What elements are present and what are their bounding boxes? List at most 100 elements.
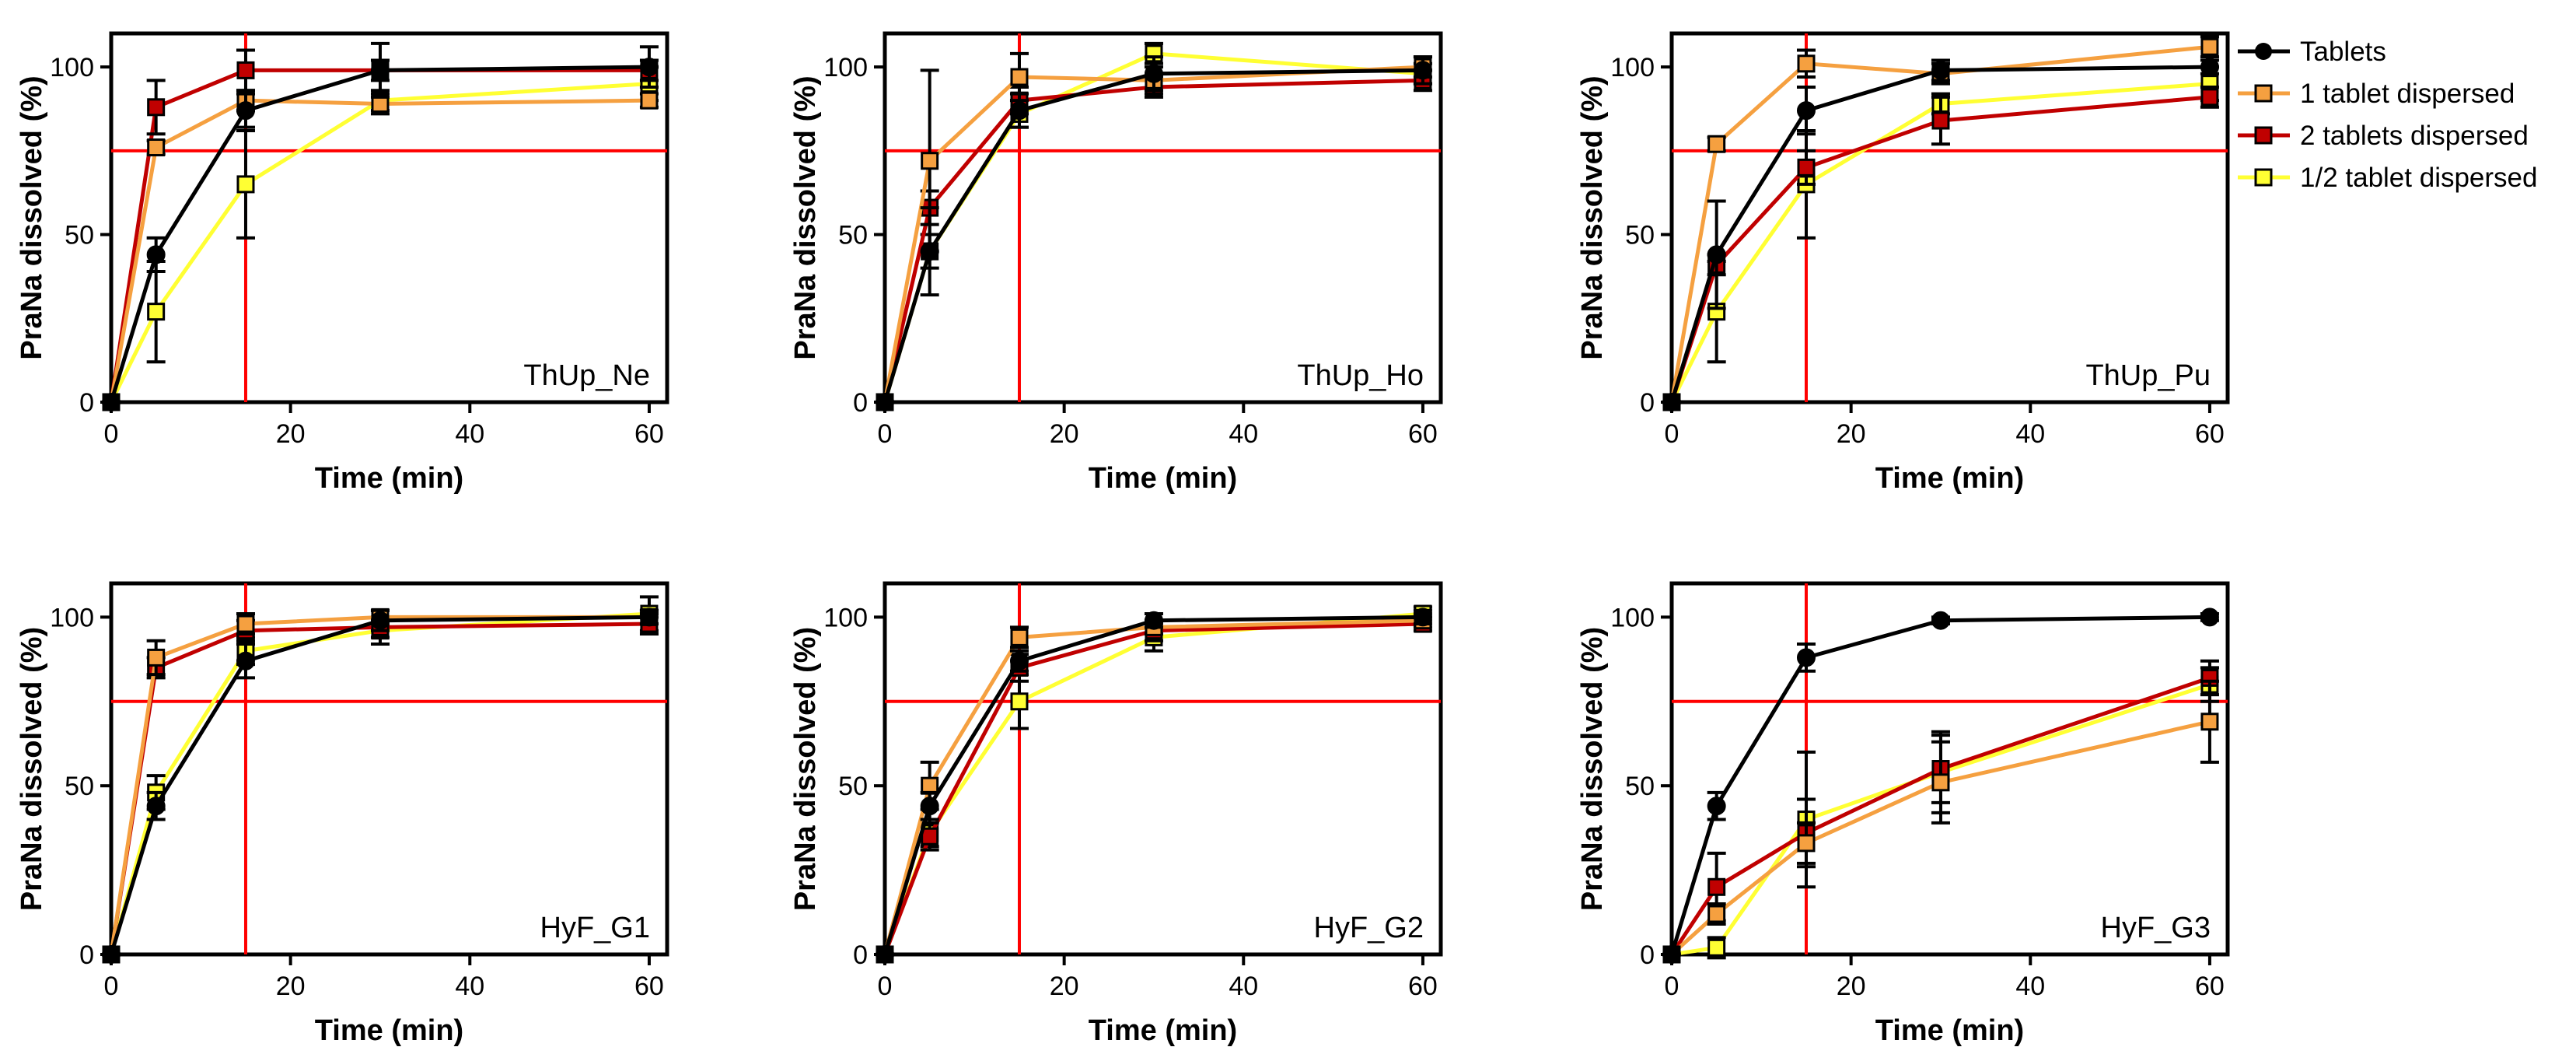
x-axis-label: Time (min) [1089, 462, 1237, 495]
chart-panel-thup-ne: 0 20 40 60 0 50 100 Time (min) PraNa dissolved (… [16, 31, 669, 495]
x-tick-label: 40 [2015, 972, 2045, 1001]
x-tick-label: 20 [1837, 419, 1866, 449]
x-tick-label: 0 [1665, 419, 1679, 449]
plot-frame [109, 581, 669, 957]
x-tick-label: 20 [276, 419, 306, 449]
series-line [109, 611, 650, 955]
x-axis-label: Time (min) [315, 1014, 463, 1047]
legend-marker [2254, 84, 2273, 103]
data-point [1144, 64, 1163, 83]
data-point [1797, 54, 1816, 73]
plot-frame [1669, 581, 2230, 957]
series-tablets [876, 608, 1432, 964]
x-tick-label: 0 [104, 419, 119, 449]
data-point [370, 61, 390, 80]
y-tick-label: 100 [1610, 53, 1655, 82]
y-tick-label: 100 [50, 53, 94, 82]
y-tick-label: 100 [1610, 603, 1655, 632]
data-point [1662, 393, 1681, 411]
panel-label: HyF_G1 [540, 912, 650, 944]
panel-label: HyF_G2 [1314, 912, 1424, 944]
data-point [102, 945, 121, 964]
legend-entry-tablets: Tablets [2238, 37, 2386, 67]
data-point [921, 827, 939, 846]
data-point [2200, 58, 2219, 77]
plot-frame [1669, 31, 2230, 404]
data-point [1796, 101, 1816, 121]
y-tick-label: 0 [79, 388, 94, 418]
data-point [236, 61, 255, 79]
series-1-tablet-dispersed [876, 51, 1432, 411]
y-axis-label: PraNa dissolved (%) [16, 627, 48, 911]
series-line [109, 98, 649, 403]
legend: Tablets 1 tablet dispersed 2 tablets dispe… [2238, 37, 2537, 193]
data-point [1797, 158, 1816, 177]
data-point [147, 138, 166, 157]
series-line [883, 65, 1424, 403]
data-point [146, 245, 166, 264]
data-point [1707, 877, 1726, 896]
series-1-2-tablet-dispersed [102, 595, 659, 964]
data-point [1707, 245, 1726, 264]
legend-label: Tablets [2300, 37, 2386, 67]
panels: 0 20 40 60 0 50 100 Time (min) PraNa dissolved (… [16, 31, 2230, 1047]
plot-frame [109, 31, 669, 404]
y-tick-label: 50 [65, 772, 94, 801]
x-tick-label: 20 [1837, 972, 1866, 1001]
data-point [236, 101, 255, 121]
series-1-2-tablet-dispersed [876, 604, 1432, 964]
series-line [883, 622, 1423, 955]
x-tick-label: 60 [1408, 419, 1438, 449]
panel-label: ThUp_Ne [523, 359, 650, 392]
data-point [876, 393, 894, 411]
y-tick-label: 0 [79, 940, 94, 970]
x-tick-label: 40 [1229, 972, 1258, 1001]
data-point [236, 651, 255, 671]
series-tablets [102, 41, 659, 411]
y-tick-label: 50 [838, 772, 868, 801]
data-point [640, 91, 659, 110]
data-point [147, 648, 166, 667]
y-axis-label: PraNa dissolved (%) [1576, 75, 1609, 359]
data-point [1931, 61, 1950, 80]
series-line [109, 68, 649, 403]
data-point [2200, 37, 2219, 56]
data-point [147, 98, 166, 117]
data-point [1796, 648, 1816, 667]
series-line [109, 65, 649, 403]
data-point [1931, 611, 1950, 630]
legend-label: 1/2 tablet dispersed [2300, 163, 2537, 193]
legend-entry-1-tablet-dispersed: 1 tablet dispersed [2238, 79, 2515, 109]
series-2-tablets-dispersed [102, 612, 659, 964]
series-1-tablet-dispersed [102, 608, 659, 964]
y-tick-label: 0 [853, 388, 868, 418]
legend-marker [2254, 126, 2273, 145]
series-line [883, 618, 1423, 955]
chart-panel-thup-ho: 0 20 40 60 0 50 100 Time (min) PraNa dissolved (… [789, 31, 1443, 495]
data-point [1413, 61, 1432, 80]
x-tick-label: 20 [1050, 972, 1079, 1001]
x-tick-label: 0 [104, 972, 119, 1001]
x-axis-label: Time (min) [1875, 462, 2024, 495]
series-line [883, 611, 1424, 955]
chart-panel-hyf-g2: 0 20 40 60 0 50 100 Time (min) PraNa dissolved (… [789, 581, 1443, 1047]
series-2-tablets-dispersed [1662, 85, 2219, 411]
y-tick-label: 100 [823, 603, 868, 632]
series-tablets [1662, 58, 2219, 411]
x-tick-label: 40 [455, 419, 484, 449]
y-axis-label: PraNa dissolved (%) [16, 75, 48, 359]
series-line [109, 622, 649, 955]
y-tick-label: 50 [1625, 221, 1655, 250]
legend-label: 1 tablet dispersed [2300, 79, 2515, 109]
y-tick-label: 0 [1640, 388, 1655, 418]
y-tick-label: 50 [838, 221, 868, 250]
data-point [921, 152, 939, 170]
data-point [1707, 797, 1726, 816]
x-tick-label: 40 [2015, 419, 2045, 449]
data-point [1931, 773, 1950, 792]
data-point [147, 303, 166, 321]
legend-marker [2255, 43, 2272, 60]
x-axis-label: Time (min) [1089, 1014, 1237, 1047]
chart-panel-hyf-g1: 0 20 40 60 0 50 100 Time (min) PraNa dissolved (… [16, 581, 669, 1047]
data-point [1707, 938, 1726, 957]
